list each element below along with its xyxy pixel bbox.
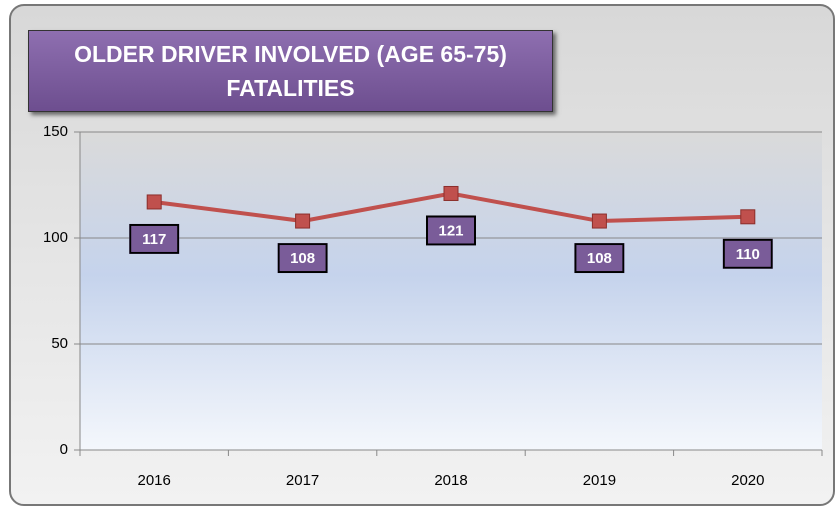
y-tick-label: 150: [43, 123, 68, 140]
x-tick-label: 2019: [583, 472, 616, 489]
data-label-box: [426, 215, 476, 246]
data-label-box: [277, 243, 328, 274]
data-label: 117: [142, 231, 166, 248]
data-label-box: [574, 243, 625, 274]
y-tick-label: 50: [51, 335, 68, 352]
marker: [443, 185, 459, 201]
x-tick-label: 2017: [286, 472, 319, 489]
marker: [740, 209, 756, 225]
plot-area: [80, 132, 822, 450]
y-tick-label: 100: [43, 229, 68, 246]
chart-title: OLDER DRIVER INVOLVED (AGE 65-75) FATALI…: [28, 30, 553, 112]
marker: [295, 213, 311, 229]
data-label: 108: [587, 250, 612, 267]
marker: [591, 213, 607, 229]
marker: [146, 194, 162, 210]
y-tick-label: 0: [60, 441, 68, 458]
data-label-box: [722, 238, 773, 269]
x-tick-label: 2016: [138, 472, 171, 489]
data-label: 121: [438, 222, 463, 239]
data-label-box: [129, 223, 180, 254]
data-label: 108: [290, 250, 315, 267]
x-tick-label: 2020: [731, 472, 764, 489]
data-label: 110: [736, 246, 760, 263]
x-tick-label: 2018: [434, 472, 467, 489]
